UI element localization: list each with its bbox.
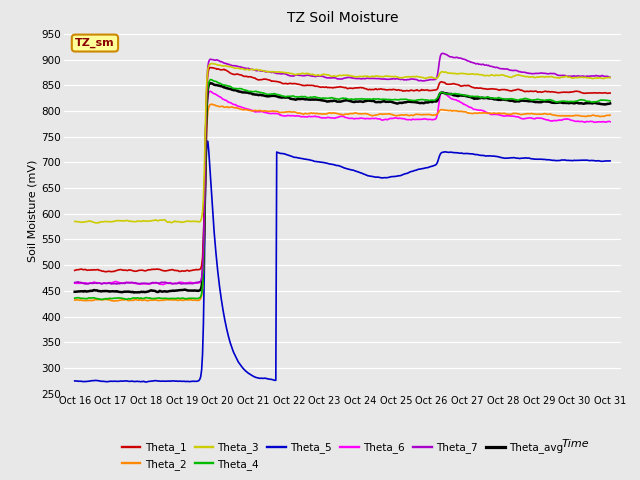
Theta_4 <box>207 77 214 83</box>
Theta_avg <box>430 98 438 104</box>
Theta_1 <box>102 269 110 275</box>
Line: Theta_7: Theta_7 <box>75 53 610 284</box>
Theta_6 <box>159 282 167 288</box>
Title: TZ Soil Moisture: TZ Soil Moisture <box>287 11 398 25</box>
Theta_2 <box>388 111 396 117</box>
Theta_1 <box>211 65 218 71</box>
Theta_6 <box>388 116 396 121</box>
Line: Theta_avg: Theta_avg <box>75 83 610 292</box>
Theta_3 <box>315 72 323 78</box>
Theta_avg <box>207 80 214 86</box>
Theta_4 <box>606 98 614 104</box>
Text: TZ_sm: TZ_sm <box>75 38 115 48</box>
Theta_1 <box>606 90 614 96</box>
Theta_4 <box>211 78 218 84</box>
Theta_6 <box>207 88 214 94</box>
Line: Theta_6: Theta_6 <box>75 91 610 285</box>
Theta_2 <box>315 111 323 117</box>
Theta_6 <box>166 280 174 286</box>
Theta_avg <box>130 289 138 295</box>
Theta_5 <box>606 158 614 164</box>
Theta_5 <box>203 138 211 144</box>
Theta_7 <box>439 50 447 56</box>
Theta_2 <box>476 110 483 116</box>
Line: Theta_3: Theta_3 <box>75 63 610 223</box>
Theta_7 <box>113 281 120 287</box>
Theta_6 <box>71 280 79 286</box>
Theta_1 <box>315 84 323 90</box>
Theta_2 <box>71 297 79 303</box>
Theta_avg <box>315 97 323 103</box>
Theta_1 <box>476 85 483 91</box>
Theta_avg <box>388 99 396 105</box>
Theta_5 <box>71 378 79 384</box>
Theta_5 <box>166 378 174 384</box>
Theta_6 <box>430 117 438 122</box>
Theta_3 <box>430 75 438 81</box>
Y-axis label: Soil Moisture (mV): Soil Moisture (mV) <box>28 160 37 263</box>
Line: Theta_4: Theta_4 <box>75 80 610 300</box>
Theta_5 <box>315 159 323 165</box>
Theta_7 <box>476 61 483 67</box>
Theta_7 <box>314 73 322 79</box>
Theta_4 <box>71 295 79 301</box>
Theta_avg <box>166 288 174 294</box>
Theta_1 <box>71 267 79 273</box>
Theta_3 <box>71 218 79 224</box>
Theta_7 <box>209 57 217 62</box>
Theta_3 <box>388 73 396 79</box>
Theta_4 <box>476 94 483 100</box>
Line: Theta_1: Theta_1 <box>75 68 610 272</box>
Theta_6 <box>476 108 483 113</box>
Theta_6 <box>315 114 323 120</box>
Theta_2 <box>207 101 215 107</box>
Theta_3 <box>166 219 174 225</box>
Theta_1 <box>207 65 214 71</box>
Legend: Theta_1, Theta_2, Theta_3, Theta_4, Theta_5, Theta_6, Theta_7, Theta_avg: Theta_1, Theta_2, Theta_3, Theta_4, Thet… <box>122 443 563 469</box>
Theta_3 <box>209 60 216 66</box>
Theta_3 <box>92 220 100 226</box>
Theta_3 <box>606 74 614 80</box>
Line: Theta_2: Theta_2 <box>75 104 610 301</box>
Theta_3 <box>476 72 483 78</box>
Theta_6 <box>211 91 218 96</box>
Theta_5 <box>430 163 438 168</box>
Theta_7 <box>71 280 79 286</box>
Theta_avg <box>606 100 614 106</box>
Theta_2 <box>111 298 119 304</box>
Text: Time: Time <box>561 439 589 449</box>
Line: Theta_5: Theta_5 <box>75 141 610 382</box>
Theta_4 <box>97 297 104 302</box>
Theta_avg <box>211 82 218 87</box>
Theta_4 <box>315 95 323 101</box>
Theta_1 <box>166 267 174 273</box>
Theta_1 <box>430 87 438 93</box>
Theta_7 <box>606 74 614 80</box>
Theta_6 <box>606 119 614 125</box>
Theta_avg <box>476 95 483 101</box>
Theta_1 <box>388 87 396 93</box>
Theta_avg <box>71 289 79 295</box>
Theta_2 <box>430 112 438 118</box>
Theta_2 <box>211 102 218 108</box>
Theta_2 <box>606 112 614 118</box>
Theta_3 <box>211 61 218 67</box>
Theta_7 <box>166 280 174 286</box>
Theta_5 <box>476 152 483 158</box>
Theta_5 <box>142 379 150 385</box>
Theta_4 <box>388 97 396 103</box>
Theta_5 <box>388 174 396 180</box>
Theta_5 <box>211 229 218 235</box>
Theta_7 <box>387 76 395 82</box>
Theta_4 <box>166 296 174 301</box>
Theta_2 <box>166 297 174 302</box>
Theta_7 <box>429 77 437 83</box>
Theta_4 <box>430 97 438 103</box>
